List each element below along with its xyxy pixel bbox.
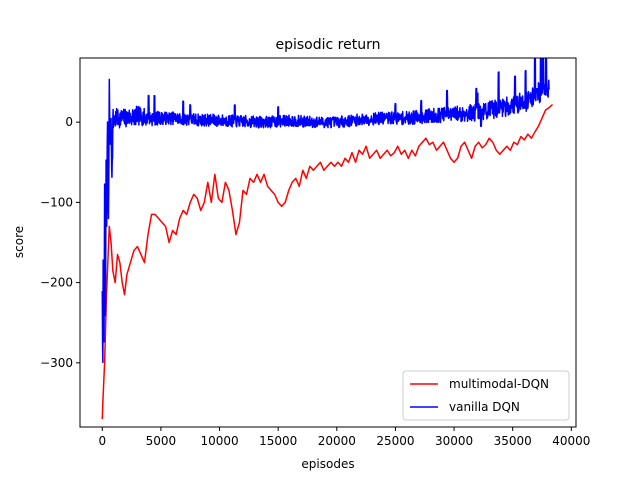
series-layer [101, 58, 554, 420]
x-tick-label: 40000 [552, 434, 590, 448]
x-axis-title: episodes [301, 457, 354, 471]
x-tick-label: 5000 [146, 434, 177, 448]
x-tick-label: 10000 [200, 434, 238, 448]
series-line-multimodal-dqn [101, 103, 554, 420]
x-axis: 0 5000 10000 15000 20000 25000 30000 35000 40000 [98, 427, 590, 448]
x-tick-label: 35000 [494, 434, 532, 448]
y-tick-label: −300 [40, 356, 73, 370]
y-axis-title: score [12, 226, 26, 258]
legend: multimodal-DQN vanilla DQN [402, 370, 570, 421]
y-axis: −300 −200 −100 0 [40, 115, 80, 370]
x-tick-label: 0 [98, 434, 106, 448]
x-tick-label: 15000 [259, 434, 297, 448]
legend-label-multimodal-dqn: multimodal-DQN [449, 377, 549, 391]
x-tick-label: 25000 [376, 434, 414, 448]
y-tick-label: −100 [40, 195, 73, 209]
x-tick-label: 30000 [435, 434, 473, 448]
series-line-vanilla-dqn [101, 58, 550, 364]
y-tick-label: 0 [65, 115, 73, 129]
y-tick-label: −200 [40, 276, 73, 290]
x-tick-label: 20000 [318, 434, 356, 448]
plot-frame [79, 57, 577, 428]
legend-box [402, 370, 570, 421]
chart-title: episodic return [276, 37, 381, 53]
legend-label-vanilla-dqn: vanilla DQN [449, 400, 520, 414]
